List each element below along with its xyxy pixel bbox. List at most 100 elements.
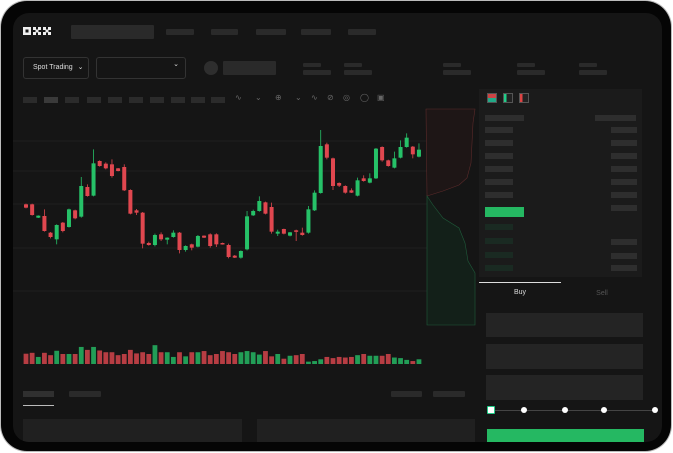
amount-input[interactable]	[486, 344, 643, 369]
candle-body	[73, 210, 78, 219]
spot-trading-dropdown[interactable]: Spot Trading ⌄	[23, 57, 89, 79]
order-card	[23, 419, 242, 442]
chart-type-icon[interactable]: ⊕	[275, 93, 282, 102]
tab-open-orders[interactable]	[23, 391, 54, 397]
volume-bar	[220, 351, 225, 364]
candle-body	[355, 180, 360, 196]
okx-logo[interactable]	[23, 26, 53, 36]
interval-button[interactable]	[171, 97, 185, 103]
volume-bar	[330, 358, 336, 364]
volume-bar	[183, 356, 189, 364]
volume-bar	[134, 353, 139, 364]
total-input[interactable]	[486, 375, 643, 400]
interval-button[interactable]	[129, 97, 143, 103]
stat-value	[579, 70, 607, 75]
candle-body	[300, 232, 305, 235]
nav-item[interactable]	[348, 29, 376, 35]
slider-stop[interactable]	[601, 407, 607, 413]
candle-body	[386, 160, 391, 166]
nav-item[interactable]	[166, 29, 194, 35]
percent-slider-track[interactable]	[491, 410, 657, 411]
filter-button[interactable]	[433, 391, 465, 397]
candle-body	[128, 190, 133, 214]
fullscreen-icon[interactable]: ▣	[377, 93, 385, 102]
buy-button[interactable]	[487, 429, 644, 442]
orderbook-asks-icon[interactable]	[519, 93, 529, 103]
interval-button[interactable]	[211, 97, 225, 103]
line-tool-icon[interactable]: ∿	[311, 93, 318, 102]
ask-amount	[611, 179, 637, 185]
search-bar[interactable]	[71, 25, 154, 39]
pair-selector-dropdown[interactable]: ⌄	[96, 57, 186, 79]
tab-buy[interactable]: Buy	[513, 289, 527, 296]
interval-button[interactable]	[108, 97, 122, 103]
bid-price	[485, 238, 513, 244]
candle-body	[109, 164, 114, 176]
volume-bar	[189, 352, 195, 364]
tab-sell[interactable]: Sell	[596, 290, 608, 297]
candle-body	[312, 192, 317, 211]
candle-body	[380, 147, 385, 161]
ask-price	[485, 166, 513, 172]
volume-bar	[410, 361, 416, 364]
draw-icon[interactable]: ⊘	[327, 93, 334, 102]
candle-body	[85, 187, 90, 196]
candle-body	[416, 149, 421, 157]
stat-value	[443, 70, 471, 75]
circle-tool-icon[interactable]: ◎	[343, 93, 350, 102]
interval-button[interactable]	[23, 97, 37, 103]
interval-button[interactable]	[44, 97, 58, 103]
nav-item[interactable]	[256, 29, 286, 35]
candle-body	[189, 244, 194, 248]
volume-bar	[250, 352, 256, 364]
candle-body	[42, 216, 47, 231]
depth-asks-area	[425, 108, 476, 197]
volume-bar	[177, 352, 182, 364]
interval-button[interactable]	[65, 97, 79, 103]
volume-bar	[293, 355, 299, 364]
bid-amount	[611, 253, 637, 259]
settings-icon[interactable]: ◯	[360, 93, 369, 102]
volume-bar	[152, 345, 158, 364]
interval-button[interactable]	[191, 97, 205, 103]
candle-body	[288, 232, 293, 236]
chevron-down-icon: ⌄	[77, 64, 84, 71]
filter-button[interactable]	[391, 391, 422, 397]
volume-bar	[312, 361, 317, 364]
volume-bar	[121, 354, 127, 364]
price-input[interactable]	[486, 313, 643, 337]
candle-body	[165, 237, 170, 240]
orderbook-bids-icon[interactable]	[503, 93, 513, 103]
slider-stop[interactable]	[652, 407, 658, 413]
indicator-icon[interactable]: ∿	[235, 93, 242, 102]
candle-body	[97, 161, 102, 166]
ask-amount	[611, 127, 637, 133]
candle-body	[361, 178, 366, 181]
slider-handle[interactable]	[487, 406, 495, 414]
volume-bar	[170, 356, 176, 364]
slider-stop[interactable]	[562, 407, 568, 413]
volume-bar	[318, 359, 324, 364]
interval-button[interactable]	[87, 97, 101, 103]
chevron-down-icon[interactable]: ⌄	[295, 93, 302, 102]
volume-bar	[244, 351, 250, 364]
candle-body	[202, 235, 207, 238]
volume-bar	[29, 352, 35, 364]
volume-bar	[54, 350, 60, 364]
candle-body	[220, 243, 225, 245]
volume-bar	[109, 352, 115, 364]
slider-stop[interactable]	[521, 407, 527, 413]
interval-button[interactable]	[150, 97, 164, 103]
nav-item[interactable]	[301, 29, 331, 35]
stat-label	[517, 63, 535, 67]
tab-history[interactable]	[69, 391, 101, 397]
ask-price	[485, 127, 513, 133]
candle-body	[251, 211, 256, 216]
bid-price	[485, 265, 513, 271]
chevron-down-icon[interactable]: ⌄	[255, 93, 262, 102]
volume-bar	[336, 356, 342, 364]
nav-item[interactable]	[211, 29, 238, 35]
candlestick-chart[interactable]	[13, 13, 662, 442]
volume-bar	[416, 359, 422, 364]
orderbook-both-icon[interactable]	[487, 93, 497, 103]
